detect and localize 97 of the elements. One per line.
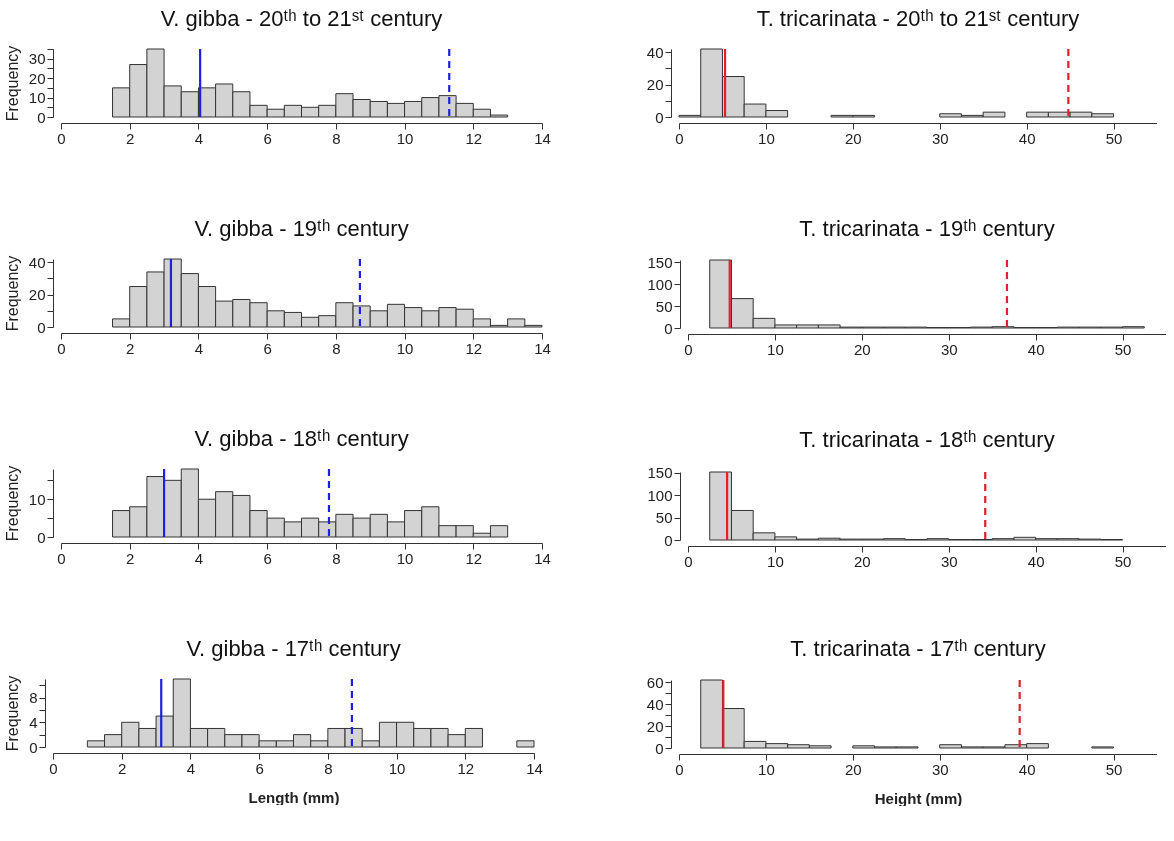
chart-title: V. gibba - 18ᵗʰ century	[194, 426, 409, 452]
x-tick-label: 2	[126, 339, 135, 357]
x-tick-label: 6	[255, 759, 264, 777]
x-tick-label: 14	[534, 129, 551, 147]
x-tick-label: 4	[194, 549, 204, 567]
y-tick-label: 20	[28, 286, 46, 304]
chart-title: V. gibba - 17ᵗʰ century	[186, 636, 401, 662]
x-tick-label: 0	[684, 340, 693, 358]
x-tick-label: 30	[931, 760, 949, 778]
chart-title: T. tricarinata - 19ᵗʰ century	[799, 216, 1055, 242]
x-tick-label: 10	[767, 340, 784, 358]
x-axis-title: Length (mm)	[248, 788, 340, 806]
y-tick-label: 40	[28, 253, 46, 271]
x-tick-label: 30	[940, 552, 958, 570]
x-tick-label: 6	[263, 129, 272, 147]
chart-title: T. tricarinata - 18ᵗʰ century	[799, 426, 1055, 452]
x-tick-label: 2	[126, 129, 135, 147]
x-tick-label: 6	[263, 549, 272, 567]
x-tick-label: 0	[675, 760, 684, 778]
y-tick-label: 40	[646, 695, 664, 713]
y-tick-label: 20	[646, 76, 664, 94]
y-tick-label: 150	[647, 253, 673, 271]
x-tick-label: 4	[186, 759, 196, 777]
x-tick-label: 50	[1114, 340, 1132, 358]
y-tick-label: 0	[37, 318, 46, 336]
x-tick-label: 2	[126, 549, 135, 567]
y-axis-title: Frequency	[3, 45, 21, 122]
x-tick-label: 20	[844, 129, 862, 147]
chart-title: V. gibba - 19ᵗʰ century	[194, 216, 409, 242]
x-tick-label: 4	[194, 339, 204, 357]
chart-title: V. gibba - 20ᵗʰ to 21ˢᵗ century	[160, 6, 443, 32]
x-tick-label: 12	[465, 129, 483, 147]
x-tick-label: 30	[940, 340, 958, 358]
x-tick-label: 50	[1114, 552, 1132, 570]
x-tick-label: 8	[332, 339, 341, 357]
x-tick-label: 8	[332, 549, 341, 567]
y-tick-label: 20	[646, 717, 664, 735]
x-tick-label: 8	[332, 129, 341, 147]
y-tick-label: 60	[646, 673, 664, 691]
x-tick-label: 0	[57, 549, 66, 567]
y-axis-title: Frequency	[3, 465, 21, 542]
y-tick-label: 0	[29, 738, 38, 756]
y-tick-label: 10	[28, 490, 46, 508]
x-tick-label: 12	[465, 549, 483, 567]
x-tick-label: 20	[853, 340, 871, 358]
y-tick-label: 0	[664, 319, 673, 337]
x-tick-label: 14	[534, 549, 551, 567]
chart-title: T. tricarinata - 17ᵗʰ century	[790, 636, 1046, 662]
y-tick-label: 50	[655, 297, 673, 315]
y-tick-label: 0	[655, 739, 664, 757]
y-tick-label: 0	[655, 108, 664, 126]
y-tick-label: 10	[28, 89, 46, 107]
y-tick-label: 4	[29, 713, 38, 731]
y-tick-label: 150	[647, 464, 673, 482]
x-tick-label: 6	[263, 339, 272, 357]
x-tick-label: 10	[758, 129, 775, 147]
x-tick-label: 40	[1027, 340, 1045, 358]
x-tick-label: 40	[1018, 760, 1036, 778]
x-tick-label: 20	[844, 760, 862, 778]
y-tick-label: 8	[29, 689, 38, 707]
x-tick-label: 4	[194, 129, 204, 147]
x-tick-label: 0	[675, 129, 684, 147]
y-tick-label: 40	[646, 43, 664, 61]
x-tick-label: 40	[1018, 129, 1036, 147]
x-tick-label: 8	[324, 759, 333, 777]
x-tick-label: 14	[534, 339, 551, 357]
x-tick-label: 12	[465, 339, 483, 357]
x-tick-label: 0	[684, 552, 693, 570]
y-tick-label: 100	[647, 486, 673, 504]
x-tick-label: 10	[396, 339, 414, 357]
x-tick-label: 2	[118, 759, 127, 777]
x-axis-title: Height (mm)	[874, 789, 963, 807]
x-tick-label: 10	[396, 129, 414, 147]
y-tick-label: 0	[37, 528, 46, 546]
x-tick-label: 50	[1105, 760, 1123, 778]
x-tick-label: 10	[758, 760, 775, 778]
x-tick-label: 40	[1027, 552, 1045, 570]
x-tick-label: 14	[526, 759, 543, 777]
y-tick-label: 30	[28, 50, 46, 68]
x-tick-label: 0	[57, 339, 66, 357]
x-tick-label: 0	[49, 759, 58, 777]
y-tick-label: 0	[664, 531, 673, 549]
y-axis-title: Frequency	[4, 675, 22, 752]
x-tick-label: 10	[388, 759, 406, 777]
y-tick-label: 0	[37, 108, 46, 126]
x-tick-label: 12	[457, 759, 475, 777]
x-tick-label: 10	[396, 549, 414, 567]
y-tick-label: 100	[647, 275, 673, 293]
x-tick-label: 0	[57, 129, 66, 147]
x-tick-label: 50	[1105, 129, 1123, 147]
x-tick-label: 20	[853, 552, 871, 570]
chart-title: T. tricarinata - 20ᵗʰ to 21ˢᵗ century	[756, 6, 1080, 32]
x-tick-label: 10	[767, 552, 784, 570]
x-tick-label: 30	[931, 129, 949, 147]
y-tick-label: 20	[28, 69, 46, 87]
y-tick-label: 50	[655, 509, 673, 527]
y-axis-title: Frequency	[3, 255, 21, 332]
